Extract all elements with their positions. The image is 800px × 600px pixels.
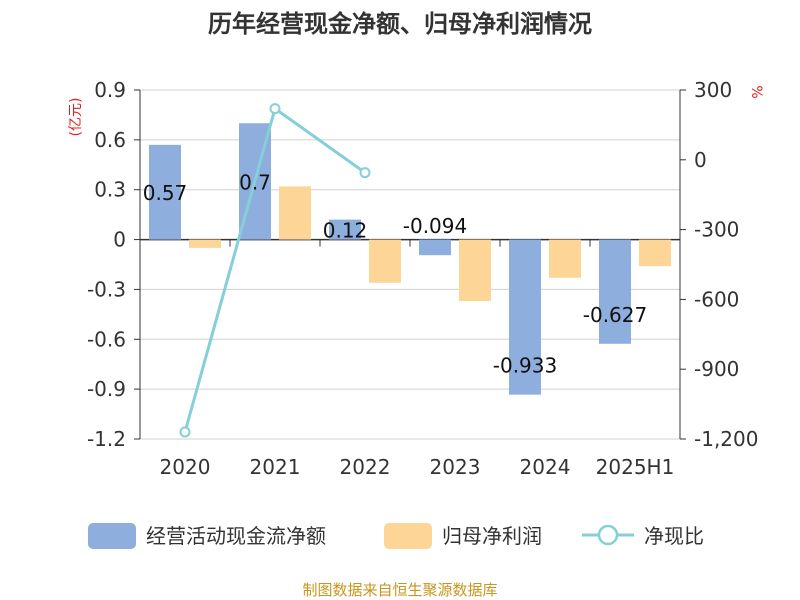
left-axis-unit: (亿元) (68, 98, 84, 137)
cashflow-bar (329, 219, 361, 240)
left-tick-label: -1.2 (87, 427, 126, 451)
net-cash-ratio-point (359, 167, 371, 179)
left-axis: 0.9 0.6 0.3 0 -0.3 -0.6 -0.9 -1.2 (87, 78, 141, 451)
cashflow-data-label: -0.933 (493, 354, 557, 378)
net-profit-bar (639, 239, 671, 267)
cashflow-data-label: -0.627 (583, 303, 647, 327)
left-tick-label: 0.3 (94, 178, 126, 202)
x-tick-label: 2024 (520, 455, 571, 479)
left-tick-label: 0.6 (94, 128, 126, 152)
legend-swatch (88, 523, 136, 549)
left-tick-label: 0.9 (94, 78, 126, 102)
x-tick-label: 2025H1 (596, 455, 675, 479)
left-tick-label: -0.9 (87, 377, 126, 401)
cashflow-data-label: 0.57 (143, 181, 188, 205)
right-axis: 300 0 -300 -600 -900 -1,200 (679, 78, 758, 451)
legend-label: 经营活动现金流净额 (146, 524, 326, 548)
x-tick-label: 2023 (430, 455, 481, 479)
source-note: 制图数据来自恒生聚源数据库 (302, 581, 497, 599)
x-axis: 2020 2021 2022 2023 2024 2025H1 (160, 239, 675, 479)
data-labels: 0.57 0.7 0.12 -0.094 -0.933 -0.627 (143, 170, 648, 377)
right-axis-unit: % (748, 85, 764, 98)
line-series (179, 103, 371, 438)
legend-label: 归母净利润 (442, 524, 542, 548)
chart-title: 历年经营现金净额、归母净利润情况 (208, 10, 592, 38)
net-profit-bar (459, 239, 491, 302)
cashflow-bar (509, 239, 541, 395)
cashflow-bar (149, 144, 181, 240)
cashflow-bar (419, 239, 451, 256)
x-tick-label: 2021 (250, 455, 301, 479)
left-tick-label: -0.3 (87, 277, 126, 301)
net-profit-bar (369, 239, 401, 283)
legend-label: 净现比 (644, 524, 704, 548)
cashflow-data-label: -0.094 (403, 214, 467, 238)
right-tick-label: -300 (694, 218, 739, 242)
cashflow-bar (599, 239, 631, 344)
right-tick-label: -600 (694, 287, 739, 311)
bar-series (149, 123, 671, 395)
x-tick-label: 2022 (340, 455, 391, 479)
net-profit-bar (189, 239, 221, 248)
legend: 经营活动现金流净额 归母净利润 净现比 (88, 523, 704, 549)
net-cash-ratio-point (269, 103, 281, 115)
right-tick-label: 0 (694, 148, 707, 172)
legend-swatch (384, 523, 432, 549)
right-tick-label: -1,200 (694, 427, 758, 451)
left-tick-label: -0.6 (87, 327, 126, 351)
net-profit-bar (549, 239, 581, 278)
x-tick-label: 2020 (160, 455, 211, 479)
left-tick-label: 0 (113, 228, 126, 252)
net-cash-ratio-line (183, 106, 366, 433)
right-tick-label: 300 (694, 78, 732, 102)
legend-swatch-marker (597, 524, 619, 546)
cashflow-data-label: 0.12 (323, 219, 368, 243)
cashflow-data-label: 0.7 (239, 170, 271, 194)
right-tick-label: -900 (694, 357, 739, 381)
net-cash-ratio-point (179, 426, 191, 438)
net-profit-bar (279, 186, 311, 240)
